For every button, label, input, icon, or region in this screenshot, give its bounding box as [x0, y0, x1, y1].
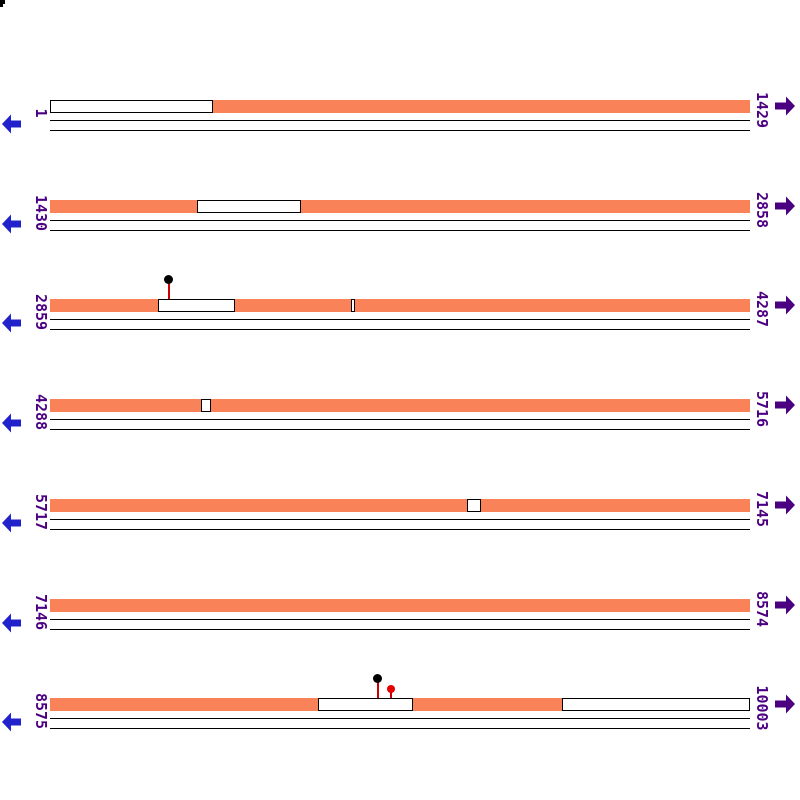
next-page-arrow-icon[interactable]	[775, 595, 795, 615]
next-page-arrow-icon[interactable]	[775, 495, 795, 515]
ruler-line	[50, 130, 750, 131]
sequence-gap	[197, 200, 301, 213]
corner-artifact-mark-part	[0, 4, 3, 7]
feature-bar-segment	[213, 100, 750, 113]
next-page-arrow-icon[interactable]	[775, 96, 795, 116]
sequence-gap	[318, 698, 413, 711]
ruler-line	[50, 718, 750, 719]
row-end-position-label: 4287	[753, 290, 771, 328]
marker-stem	[377, 682, 379, 698]
feature-bar-segment	[50, 499, 467, 512]
ruler-line	[50, 529, 750, 530]
next-page-arrow-icon[interactable]	[775, 395, 795, 415]
feature-bar-segment	[50, 698, 318, 711]
row-start-position-label: 2859	[32, 293, 50, 331]
sequence-gap	[158, 299, 235, 312]
sequence-gap	[50, 100, 213, 113]
marker-stem	[168, 283, 170, 299]
sequence-gap	[201, 399, 211, 412]
feature-bar-segment	[50, 399, 201, 412]
row-start-position-label: 5717	[32, 493, 50, 531]
row-start-position-label: 1430	[32, 194, 50, 232]
feature-bar-segment	[355, 299, 750, 312]
row-start-position-label: 1	[32, 108, 50, 118]
prev-page-arrow-icon[interactable]	[2, 513, 21, 533]
prev-page-arrow-icon[interactable]	[2, 214, 21, 234]
row-start-position-label: 7146	[32, 593, 50, 631]
next-page-arrow-icon[interactable]	[775, 196, 795, 216]
row-end-position-label: 10003	[753, 685, 771, 731]
feature-bar-segment	[301, 200, 750, 213]
prev-page-arrow-icon[interactable]	[2, 613, 21, 633]
sequence-gap	[467, 499, 481, 512]
feature-bar-segment	[211, 399, 750, 412]
prev-page-arrow-icon[interactable]	[2, 114, 21, 134]
feature-bar-segment	[235, 299, 351, 312]
row-end-position-label: 5716	[753, 390, 771, 428]
black-marker-icon	[164, 275, 173, 284]
ruler-line	[50, 220, 750, 221]
feature-bar-segment	[413, 698, 562, 711]
feature-bar-segment	[50, 200, 197, 213]
sequence-gap	[351, 299, 355, 312]
black-marker-icon	[373, 674, 382, 683]
row-end-position-label: 7145	[753, 490, 771, 528]
corner-artifact-mark-part	[0, 0, 5, 4]
ruler-line	[50, 419, 750, 420]
ruler-line	[50, 619, 750, 620]
red-marker-icon	[387, 685, 395, 693]
next-page-arrow-icon[interactable]	[775, 694, 795, 714]
next-page-arrow-icon[interactable]	[775, 295, 795, 315]
sequence-gap	[562, 698, 750, 711]
prev-page-arrow-icon[interactable]	[2, 413, 21, 433]
feature-bar-segment	[481, 499, 750, 512]
ruler-line	[50, 319, 750, 320]
ruler-line	[50, 230, 750, 231]
row-start-position-label: 4288	[32, 393, 50, 431]
row-end-position-label: 2858	[753, 191, 771, 229]
ruler-line	[50, 329, 750, 330]
ruler-line	[50, 629, 750, 630]
marker-stem	[390, 692, 392, 698]
ruler-line	[50, 429, 750, 430]
ruler-line	[50, 120, 750, 121]
row-start-position-label: 8575	[32, 692, 50, 730]
prev-page-arrow-icon[interactable]	[2, 712, 21, 732]
ruler-line	[50, 519, 750, 520]
prev-page-arrow-icon[interactable]	[2, 313, 21, 333]
row-end-position-label: 8574	[753, 590, 771, 628]
feature-bar-segment	[50, 299, 158, 312]
ruler-line	[50, 728, 750, 729]
row-end-position-label: 1429	[753, 91, 771, 129]
feature-bar-segment	[50, 599, 750, 612]
